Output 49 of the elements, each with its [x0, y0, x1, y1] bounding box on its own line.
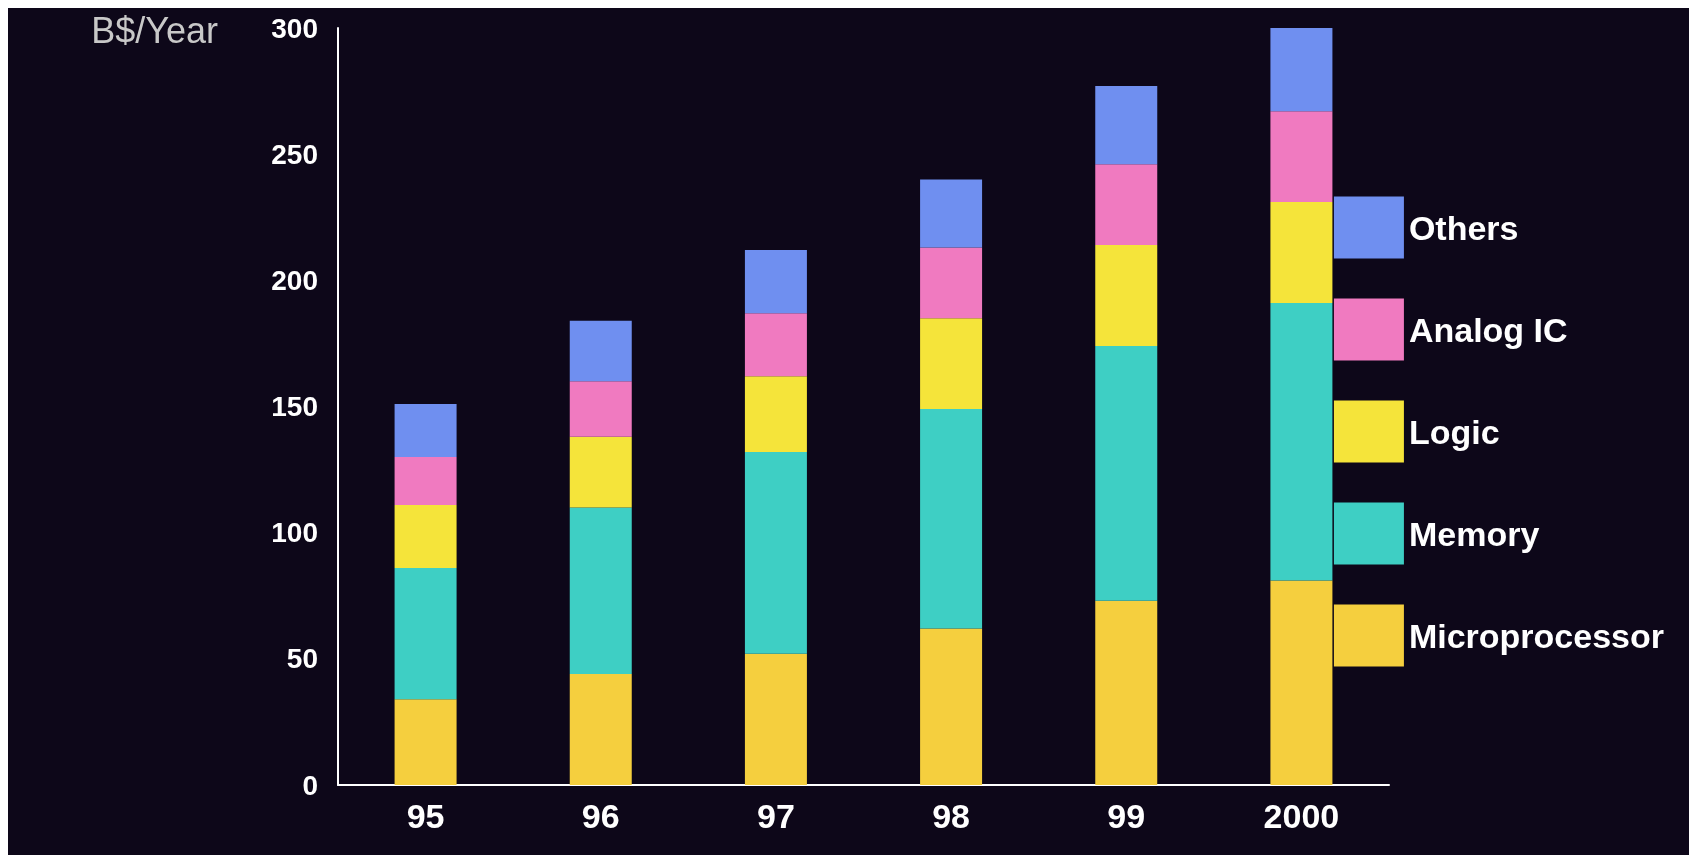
y-tick-label: 50: [286, 643, 318, 675]
bar: [1095, 345, 1158, 601]
bar: [744, 653, 807, 785]
x-tick-label: 2000: [1263, 797, 1340, 835]
x-tick-label: 95: [406, 797, 445, 835]
y-tick-label: 250: [271, 138, 318, 170]
y-tick-label: 100: [271, 517, 318, 549]
y-tick-label: 150: [271, 391, 318, 422]
x-tick-label: 98: [932, 797, 970, 835]
bar: [744, 451, 807, 654]
y-tick-label: 300: [271, 12, 318, 44]
bar: [569, 381, 632, 437]
bar: [394, 567, 457, 700]
bar: [569, 436, 632, 508]
x-tick-label: 99: [1107, 797, 1146, 835]
y-tick-label: 200: [271, 264, 318, 296]
bar: [394, 456, 457, 505]
bar: [920, 179, 983, 248]
bar: [394, 504, 457, 568]
x-tick-label: 97: [757, 797, 795, 835]
bar: [744, 376, 807, 452]
bar: [569, 507, 632, 674]
legend-label: Memory: [1408, 514, 1540, 553]
bar: [744, 313, 807, 377]
bar: [569, 320, 632, 382]
bar: [394, 403, 457, 457]
bar: [1270, 580, 1333, 785]
bar: [1095, 164, 1158, 246]
bar: [920, 247, 983, 319]
y-axis-title: B$/Year: [91, 9, 218, 51]
bar: [1095, 245, 1158, 346]
bar: [920, 409, 983, 629]
y-tick-label: 0: [302, 769, 318, 801]
bar: [920, 318, 983, 410]
bar: [1270, 28, 1333, 112]
legend-label: Others: [1408, 208, 1519, 247]
legend-label: Microprocessor: [1408, 616, 1665, 655]
bar: [920, 628, 983, 785]
bar: [1095, 86, 1158, 165]
bar: [744, 250, 807, 314]
bar: [1270, 202, 1333, 304]
bar: [569, 673, 632, 785]
bar: [394, 699, 457, 785]
bar: [1270, 111, 1333, 203]
legend-label: Analog IC: [1408, 310, 1568, 349]
bar: [1270, 303, 1333, 581]
legend-label: Logic: [1408, 412, 1500, 451]
bar: [1095, 600, 1158, 785]
x-tick-label: 96: [581, 797, 620, 835]
